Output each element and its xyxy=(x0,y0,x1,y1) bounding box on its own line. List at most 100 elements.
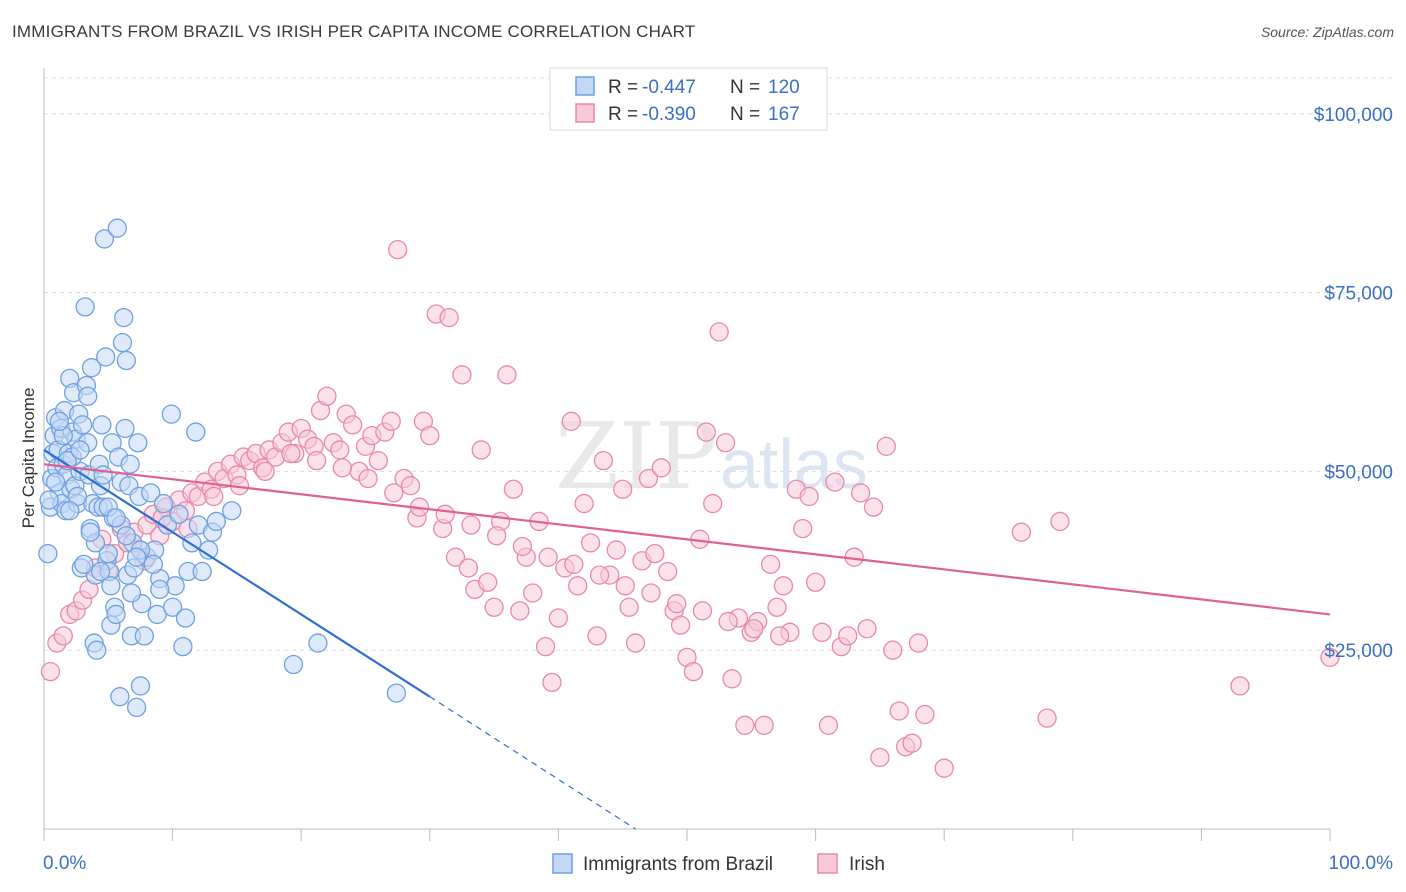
irish-point-121 xyxy=(818,715,839,735)
irish-point-79 xyxy=(548,608,569,628)
irish-point-131 xyxy=(883,640,903,660)
bottom-legend-swatch-brazil xyxy=(552,853,573,874)
irish-point-98 xyxy=(670,615,691,635)
brazil-point-106 xyxy=(45,472,66,492)
irish-point-53 xyxy=(381,411,401,431)
irish-point-139 xyxy=(1037,708,1057,728)
brazil-point-56 xyxy=(112,332,133,353)
irish-point-118 xyxy=(799,486,819,507)
brazil-point-87 xyxy=(192,561,212,582)
irish-point-89 xyxy=(613,479,633,499)
brazil-point-92 xyxy=(283,654,304,675)
brazil-point-81 xyxy=(169,504,189,524)
irish-point-164 xyxy=(667,594,687,614)
irish-point-124 xyxy=(838,626,858,646)
series-legend: Immigrants from Brazil Irish xyxy=(552,853,885,875)
brazil-point-71 xyxy=(134,626,154,646)
irish-point-149 xyxy=(281,443,301,464)
gridlines xyxy=(44,77,1392,651)
trend-lines xyxy=(43,448,1331,830)
chart-title: IMMIGRANTS FROM BRAZIL VS IRISH PER CAPI… xyxy=(12,22,696,41)
irish-point-51 xyxy=(368,451,389,471)
irish-point-2 xyxy=(53,626,73,646)
brazil-point-94 xyxy=(386,683,407,703)
irish-point-168 xyxy=(769,626,790,646)
irish-point-130 xyxy=(876,436,896,456)
bottom-legend-label-brazil: Immigrants from Brazil xyxy=(583,854,773,875)
axes xyxy=(43,68,1331,841)
irish-point-155 xyxy=(435,504,455,524)
irish-point-128 xyxy=(863,497,884,517)
irish-point-106 xyxy=(722,669,742,689)
brazil-point-117 xyxy=(80,522,100,542)
irish-point-59 xyxy=(420,425,440,446)
irish-point-94 xyxy=(645,543,665,564)
y-axis-label: Per Capita Income xyxy=(19,388,38,529)
brazil-points xyxy=(38,218,407,718)
irish-point-163 xyxy=(641,583,661,603)
irish-point-136 xyxy=(915,704,935,725)
irish-point-84 xyxy=(580,533,601,553)
irish-point-77 xyxy=(535,636,556,657)
y-tick-label-0: $25,000 xyxy=(1324,641,1393,662)
brazil-point-59 xyxy=(116,350,136,371)
irish-point-78 xyxy=(542,672,562,693)
irish-point-112 xyxy=(760,554,781,575)
brazil-point-107 xyxy=(57,451,77,471)
irish-point-141 xyxy=(1230,676,1250,696)
brazil-point-73 xyxy=(141,483,161,503)
legend-r-value-brazil: -0.447 xyxy=(642,77,696,98)
irish-point-64 xyxy=(452,365,472,385)
irish-point-104 xyxy=(709,322,729,342)
irish-point-146 xyxy=(204,486,224,507)
irish-point-132 xyxy=(889,701,909,721)
irish-point-75 xyxy=(523,583,543,603)
irish-point-127 xyxy=(857,619,877,639)
brazil-point-40 xyxy=(92,415,112,435)
irish-point-103 xyxy=(703,493,723,514)
irish-point-160 xyxy=(564,554,584,575)
irish-point-90 xyxy=(619,597,639,617)
brazil-point-119 xyxy=(101,576,121,596)
irish-point-120 xyxy=(812,622,832,642)
irish-point-47 xyxy=(342,415,363,435)
x-tick-label-min: 0.0% xyxy=(43,853,86,874)
irish-point-95 xyxy=(651,458,671,478)
irish-point-140 xyxy=(1050,511,1070,532)
y-tick-label-1: $50,000 xyxy=(1324,462,1393,483)
irish-point-85 xyxy=(587,626,607,646)
brazil-point-62 xyxy=(120,454,140,474)
brazil-point-103 xyxy=(150,579,170,600)
irish-point-96 xyxy=(658,561,678,582)
stats-legend: R = -0.447 N = 120 R = -0.390 N = 167 xyxy=(549,67,828,131)
brazil-point-93 xyxy=(308,633,328,653)
irish-point-122 xyxy=(825,472,845,492)
irish-point-129 xyxy=(870,747,890,768)
y-tick-label-2: $75,000 xyxy=(1324,284,1393,305)
legend-r-value-irish: -0.390 xyxy=(642,104,696,125)
irish-point-148 xyxy=(255,461,275,482)
irish-point-81 xyxy=(561,411,581,431)
brazil-point-120 xyxy=(121,583,142,603)
irish-point-0 xyxy=(40,661,61,682)
irish-point-102 xyxy=(696,422,716,442)
irish-point-126 xyxy=(850,483,871,503)
brazil-point-32 xyxy=(81,358,102,378)
irish-point-67 xyxy=(471,440,491,460)
brazil-point-77 xyxy=(153,493,174,514)
brazil-point-57 xyxy=(114,307,134,328)
irish-point-62 xyxy=(439,307,459,328)
irish-point-82 xyxy=(568,576,588,596)
legend-n-label-irish: N = xyxy=(730,104,760,125)
brazil-point-85 xyxy=(186,422,206,442)
legend-n-value-irish: 167 xyxy=(768,104,800,125)
bottom-legend-swatch-irish xyxy=(817,853,838,874)
brazil-point-51 xyxy=(106,604,126,625)
brazil-point-102 xyxy=(143,554,163,575)
irish-point-71 xyxy=(497,365,517,385)
legend-swatch-brazil xyxy=(575,76,595,96)
brazil-point-79 xyxy=(161,404,181,424)
brazil-point-114 xyxy=(49,411,70,431)
irish-point-68 xyxy=(478,572,498,592)
irish-point-150 xyxy=(306,451,327,471)
